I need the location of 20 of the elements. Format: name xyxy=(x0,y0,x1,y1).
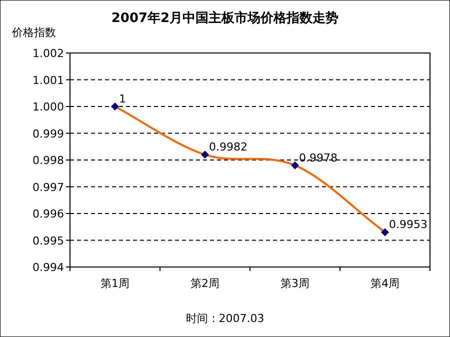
data-label: 0.9978 xyxy=(299,151,338,164)
text: 时间：2007.03 xyxy=(186,312,264,325)
chart-title: 2007年2月中国主板市场价格指数走势 xyxy=(111,10,339,26)
data-label: 1 xyxy=(119,92,126,106)
y-tick-label: 1.000 xyxy=(32,100,64,114)
x-tick-label: 第4周 xyxy=(370,277,400,290)
x-tick-label: 第1周 xyxy=(100,277,130,290)
data-label: 0.9953 xyxy=(389,218,428,232)
y-tick-label: 0.997 xyxy=(32,180,64,194)
y-tick-label: 0.994 xyxy=(32,261,64,274)
x-tick-label: 第3周 xyxy=(280,277,310,290)
x-tick-label: 第2周 xyxy=(190,277,220,290)
y-tick-label: 1.001 xyxy=(32,74,64,87)
y-tick-label: 0.999 xyxy=(32,127,64,140)
y-tick-label: 0.998 xyxy=(32,154,64,167)
data-label: 0.9982 xyxy=(209,140,248,154)
y-tick-label: 0.995 xyxy=(32,234,64,248)
y-axis-title: 价格指数 xyxy=(11,26,56,39)
y-tick-label: 1.002 xyxy=(32,47,64,60)
y-tick-label: 0.996 xyxy=(32,208,64,220)
